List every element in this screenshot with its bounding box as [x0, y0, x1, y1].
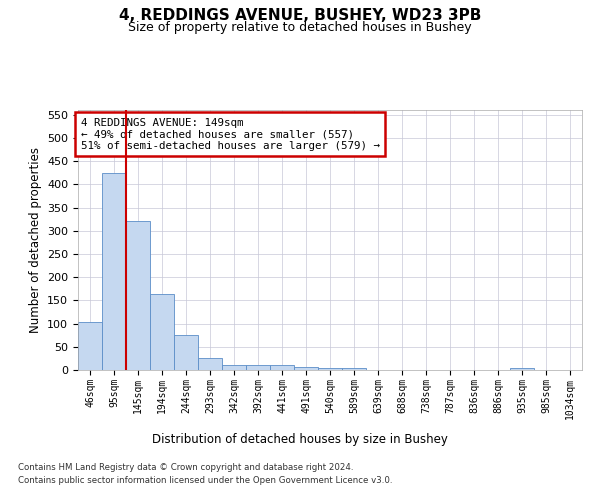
- Bar: [150, 294, 174, 370]
- Bar: [294, 367, 318, 370]
- Bar: [342, 368, 366, 370]
- Bar: [174, 335, 198, 370]
- Bar: [102, 172, 126, 370]
- Text: 4, REDDINGS AVENUE, BUSHEY, WD23 3PB: 4, REDDINGS AVENUE, BUSHEY, WD23 3PB: [119, 8, 481, 22]
- Text: Size of property relative to detached houses in Bushey: Size of property relative to detached ho…: [128, 21, 472, 34]
- Bar: [78, 322, 102, 370]
- Text: 4 REDDINGS AVENUE: 149sqm
← 49% of detached houses are smaller (557)
51% of semi: 4 REDDINGS AVENUE: 149sqm ← 49% of detac…: [80, 118, 380, 151]
- Bar: [270, 365, 294, 370]
- Bar: [126, 222, 150, 370]
- Text: Distribution of detached houses by size in Bushey: Distribution of detached houses by size …: [152, 432, 448, 446]
- Bar: [198, 358, 222, 370]
- Bar: [318, 368, 342, 370]
- Bar: [510, 368, 534, 370]
- Bar: [222, 365, 246, 370]
- Text: Contains HM Land Registry data © Crown copyright and database right 2024.: Contains HM Land Registry data © Crown c…: [18, 462, 353, 471]
- Y-axis label: Number of detached properties: Number of detached properties: [29, 147, 41, 333]
- Text: Contains public sector information licensed under the Open Government Licence v3: Contains public sector information licen…: [18, 476, 392, 485]
- Bar: [246, 365, 270, 370]
